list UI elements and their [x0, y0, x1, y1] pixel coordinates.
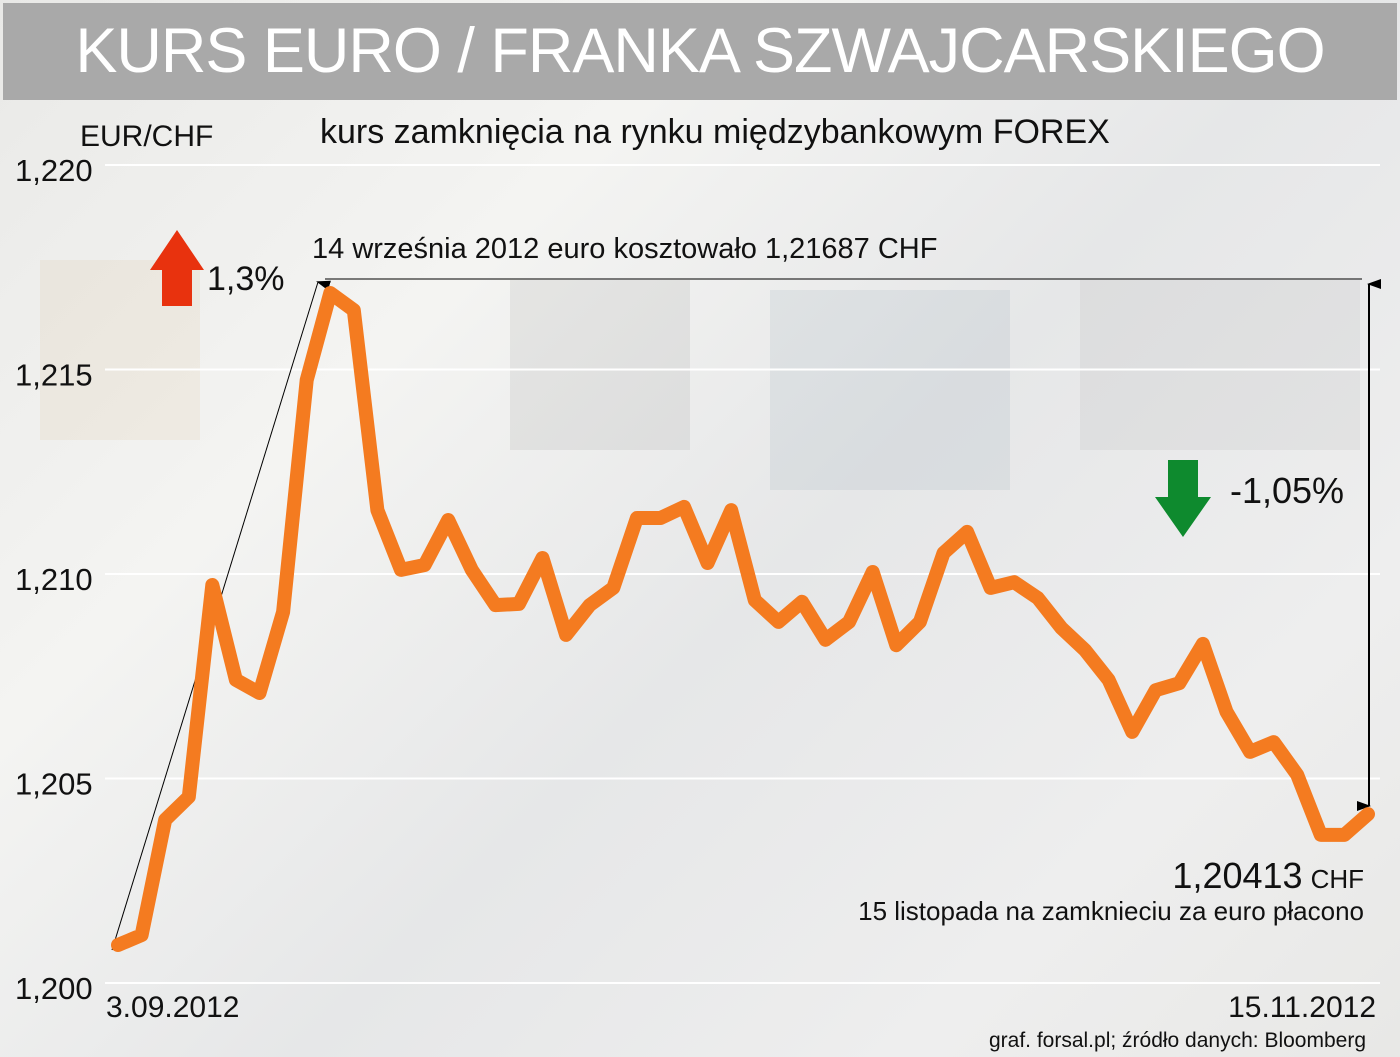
title-bar: KURS EURO / FRANKA SZWAJCARSKIEGO	[3, 3, 1397, 100]
x-end-label: 15.11.2012	[1228, 991, 1376, 1024]
x-start-label: 3.09.2012	[106, 991, 239, 1024]
peak-annotation: 14 września 2012 euro kosztowało 1,21687…	[312, 233, 937, 265]
y-tick-label: 1,210	[15, 562, 93, 597]
chart-subtitle: kurs zamknięcia na rynku międzybankowym …	[320, 113, 1110, 151]
down-arrow-icon	[1155, 460, 1211, 537]
last-annotation: 15 listopada na zamknieciu za euro płaco…	[858, 896, 1364, 926]
y-tick-label: 1,215	[15, 358, 93, 393]
y-tick-label: 1,205	[15, 767, 93, 802]
fall-percent: -1,05%	[1230, 470, 1344, 511]
y-tick-label: 1,220	[15, 153, 93, 188]
y-tick-label: 1,200	[15, 971, 93, 1006]
series-line	[111, 286, 1375, 952]
up-arrow-icon	[150, 230, 204, 306]
chart-title: KURS EURO / FRANKA SZWAJCARSKIEGO	[75, 16, 1325, 86]
last-value: 1,20413	[1172, 855, 1302, 896]
source-note: graf. forsal.pl; źródło danych: Bloomber…	[989, 1029, 1366, 1052]
last-unit: CHF	[1311, 864, 1364, 894]
banknote-background	[40, 260, 1360, 490]
y-axis-label: EUR/CHF	[80, 120, 213, 153]
rise-percent: 1,3%	[207, 260, 285, 298]
